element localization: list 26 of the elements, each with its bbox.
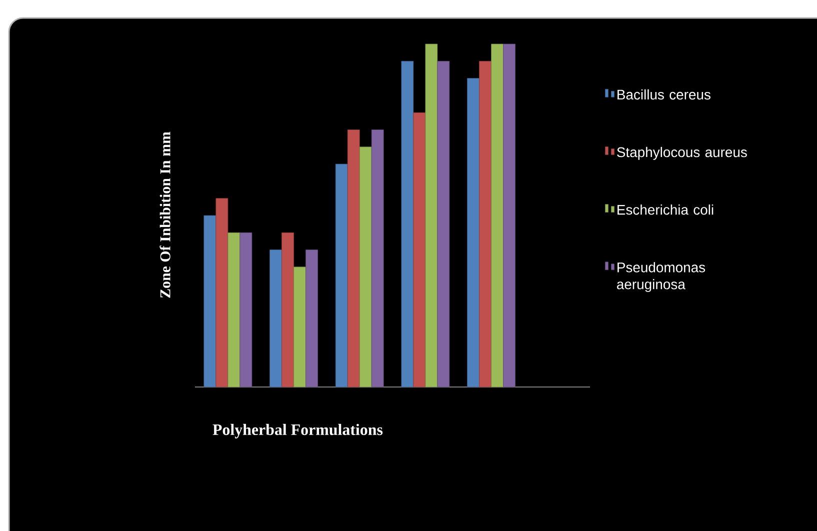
- legend-label: Bacillus cereus: [618, 89, 710, 100]
- bar: [359, 146, 372, 388]
- bar: [270, 250, 282, 388]
- bar: [401, 60, 414, 388]
- bar: [491, 44, 504, 388]
- legend-label: Escherichia coli: [618, 204, 714, 215]
- legend-label: Pseudomonas aeruginosa: [617, 262, 706, 292]
- bar: [204, 215, 216, 388]
- bar: [437, 60, 450, 388]
- bar: [347, 130, 360, 388]
- bar: [413, 112, 426, 388]
- x-axis-title: Polyherbal Formulations: [212, 424, 383, 438]
- bar: [425, 44, 438, 388]
- legend-label: Staphylocous aureus: [617, 146, 747, 160]
- y-axis-title: Zone Of Inbibition In mm: [160, 132, 170, 298]
- bar: [240, 232, 252, 388]
- bar: [306, 250, 318, 388]
- bar: [371, 130, 384, 388]
- bar: [294, 266, 306, 388]
- bar: [216, 198, 228, 388]
- bar: [479, 60, 492, 388]
- bar: [335, 164, 348, 388]
- bar: [503, 44, 516, 388]
- bar: [467, 78, 480, 388]
- bar: [228, 232, 240, 388]
- bar: [282, 232, 294, 388]
